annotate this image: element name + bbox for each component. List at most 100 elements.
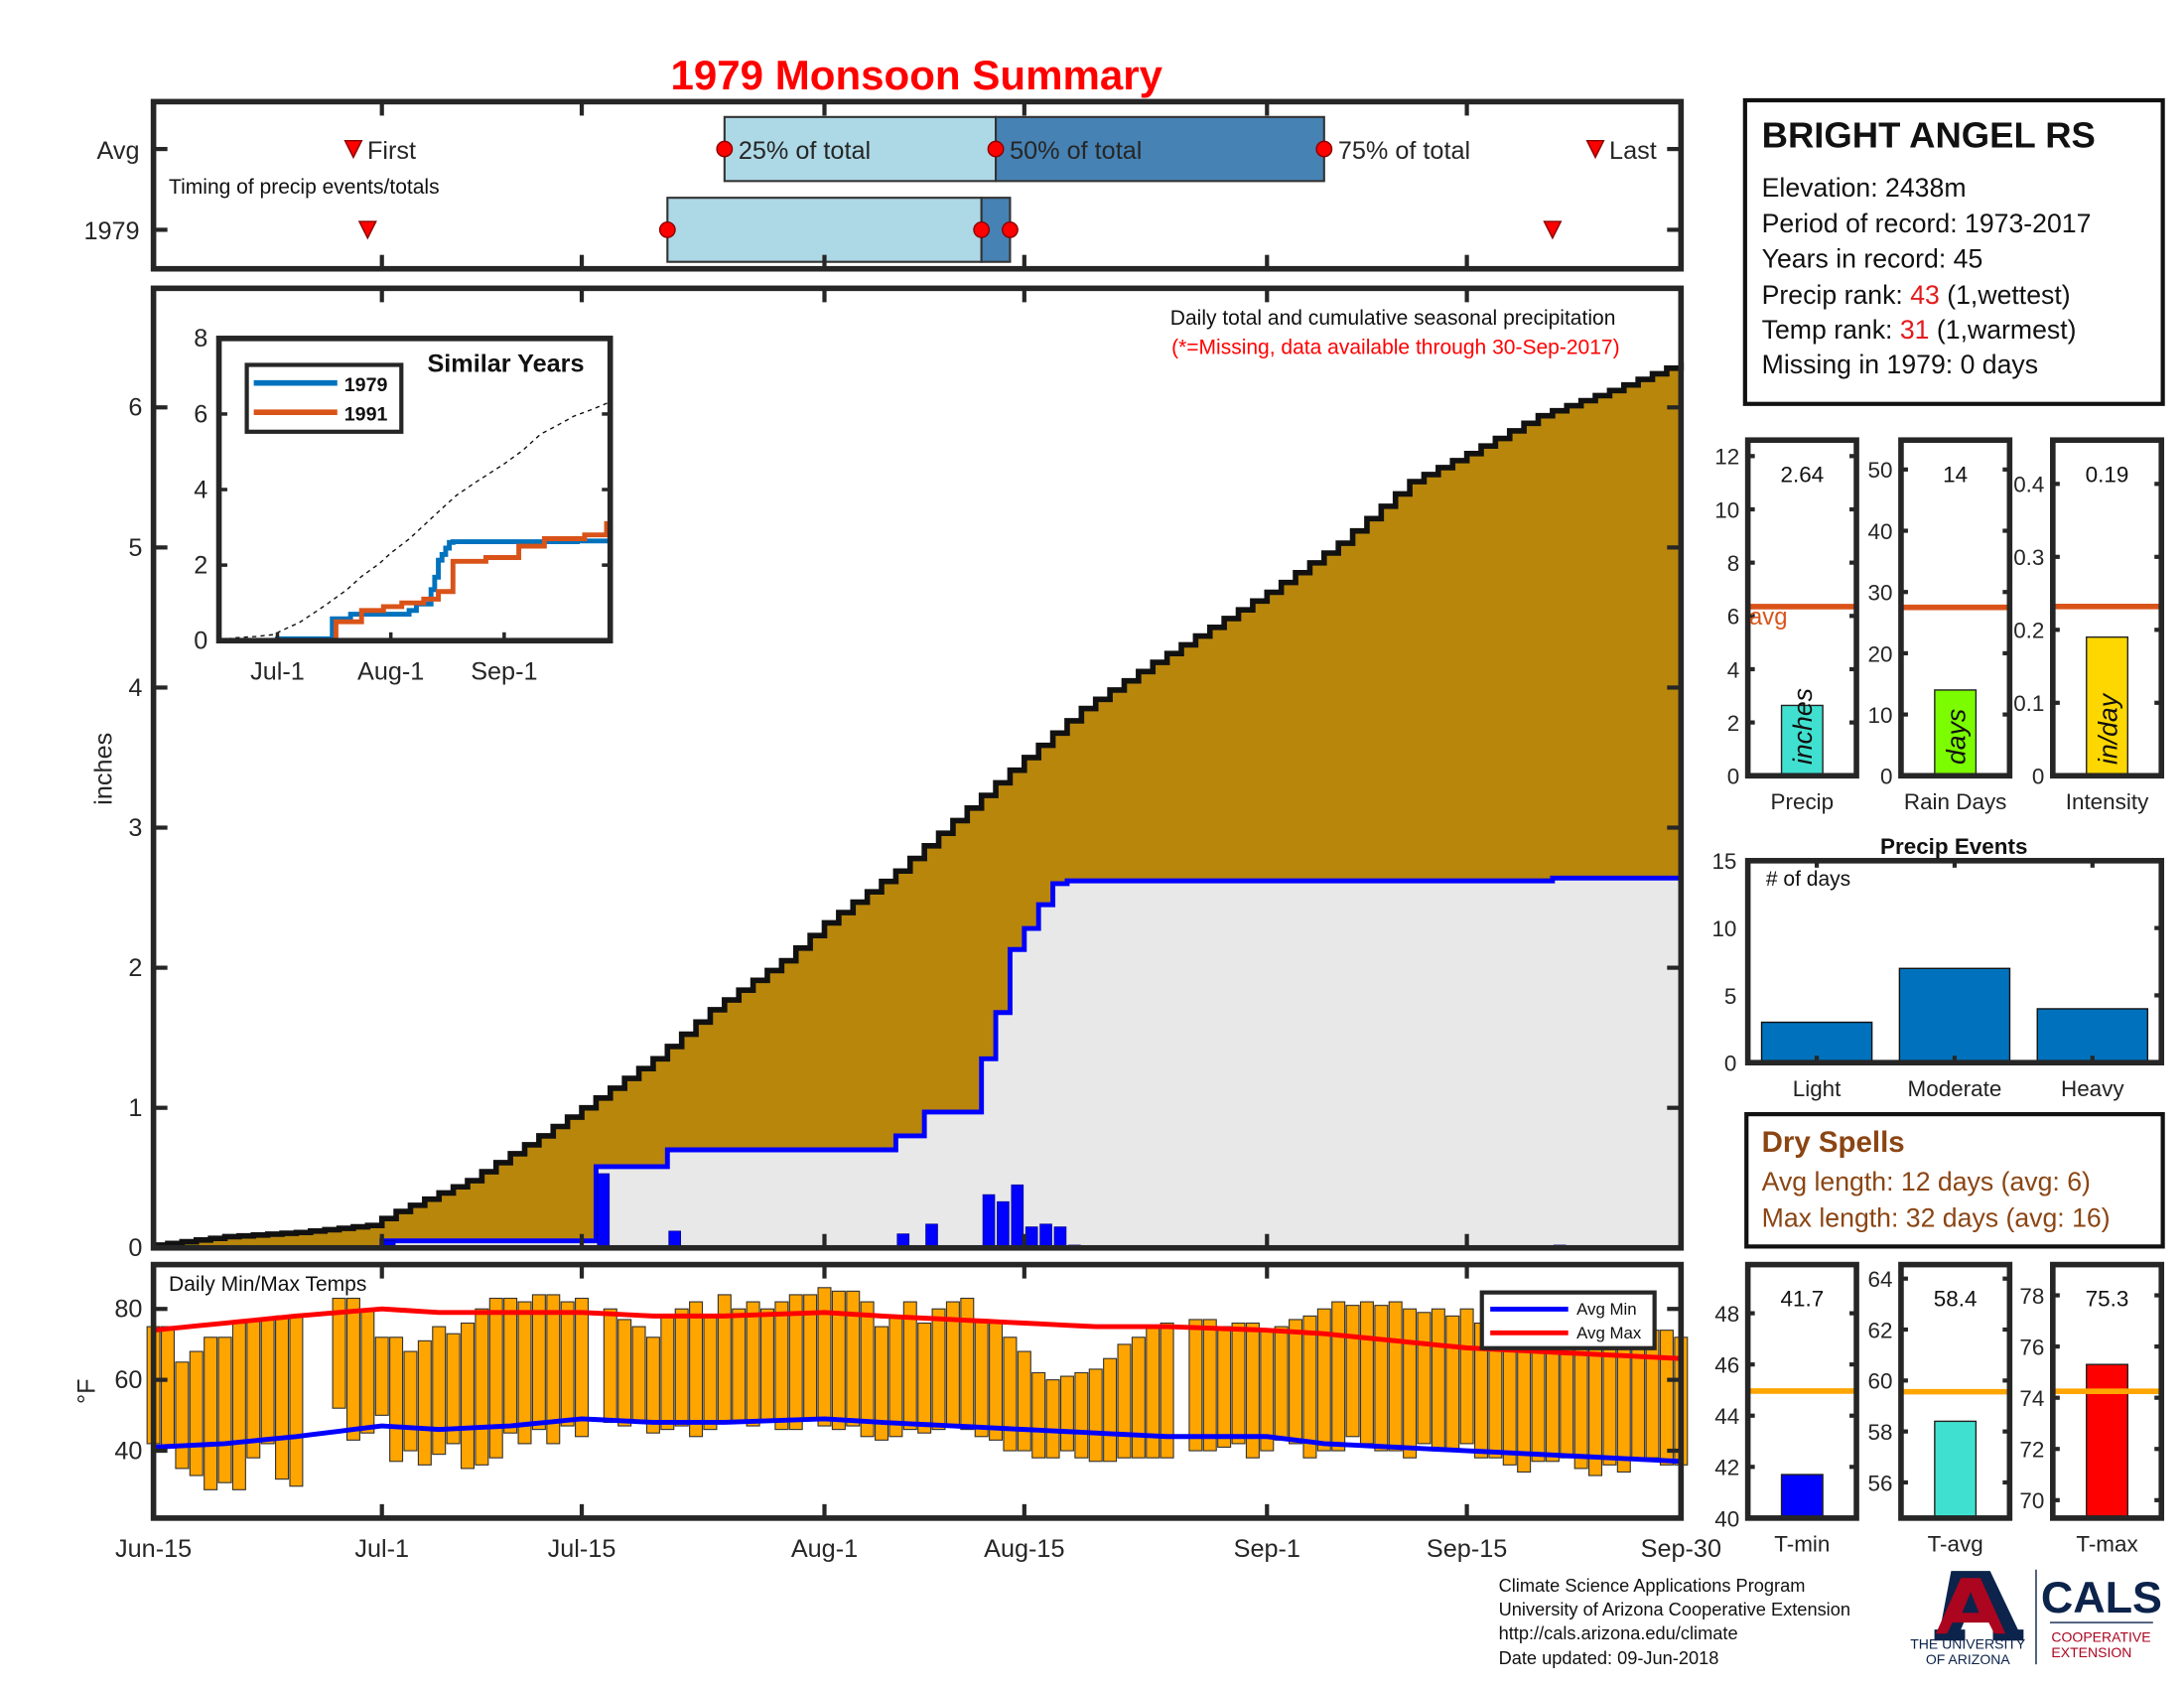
avg-25-50-box xyxy=(723,115,998,183)
timing-label-p25: 25% of total xyxy=(739,137,871,165)
daily-temp-bar xyxy=(1017,1350,1031,1452)
events-y-tick-label: 0 xyxy=(1724,1052,1736,1076)
intensity-unit-label: in/day xyxy=(2093,692,2122,765)
daily-temp-bar xyxy=(1003,1336,1018,1452)
daily-temp-bar xyxy=(560,1301,575,1427)
tmax-y-tick-label: 76 xyxy=(2019,1336,2044,1360)
events-y-tick-label: 15 xyxy=(1711,849,1736,874)
main-title: Daily total and cumulative seasonal prec… xyxy=(1170,307,1616,330)
daily-temp-bar xyxy=(774,1301,789,1431)
temp-rank-value: 31 xyxy=(1900,315,1930,345)
first-marker-icon xyxy=(357,220,377,240)
inset-x-tick-label: Jul-1 xyxy=(250,657,305,685)
daily-precip-bar xyxy=(1053,1226,1067,1249)
timing-note: Timing of precip events/totals xyxy=(169,176,440,199)
events-category-label: Heavy xyxy=(2061,1076,2124,1101)
daily-precip-bar xyxy=(997,1200,1010,1249)
daily-temp-bar xyxy=(160,1326,176,1449)
intensity-bar xyxy=(2086,635,2129,776)
cals-wordmark: CALS xyxy=(2041,1572,2162,1622)
daily-temp-bar xyxy=(703,1315,718,1431)
daily-temp-bar xyxy=(175,1361,190,1470)
inset-y-tick-label: 0 xyxy=(194,628,207,655)
main-ylabel: inches xyxy=(90,733,118,805)
temp-rank-label: Temp rank: xyxy=(1762,315,1900,345)
footer-credits: Climate Science Applications Program Uni… xyxy=(1499,1575,1850,1668)
daily-temp-bar xyxy=(759,1308,774,1424)
temp-rank-note: (1,warmest) xyxy=(1929,315,2076,345)
precip-unit-label: inches xyxy=(1788,688,1818,765)
tavg-value-label: 58.4 xyxy=(1934,1287,1978,1312)
tavg-bar xyxy=(1934,1420,1978,1519)
tmin-y-tick-label: 42 xyxy=(1714,1456,1739,1480)
station-temp-rank: Temp rank: 31 (1,warmest) xyxy=(1762,315,2077,345)
raindays-category-label: Rain Days xyxy=(1904,789,2007,814)
avg-max-line xyxy=(153,1306,1682,1361)
percentile-marker-icon xyxy=(716,140,734,158)
x-tick-label: Sep-30 xyxy=(1641,1535,1721,1563)
daily-temp-bar xyxy=(1502,1343,1517,1466)
daily-temp-bar xyxy=(475,1308,489,1466)
cals-sub: COOPERATIVE xyxy=(2051,1629,2150,1645)
intensity-axes xyxy=(2050,437,2165,779)
x-tick-label: Jul-15 xyxy=(548,1535,616,1563)
station-years: Years in record: 45 xyxy=(1762,243,1983,273)
y-tick-label: 3 xyxy=(128,814,142,842)
daily-temp-bar xyxy=(1359,1301,1374,1445)
daily-temp-bar xyxy=(1403,1308,1418,1459)
raindays-bar xyxy=(1934,689,1978,776)
precip-y-tick-label: 2 xyxy=(1727,711,1739,736)
daily-temp-bar xyxy=(503,1297,518,1434)
temp-y-tick-label: 60 xyxy=(114,1366,142,1394)
daily-temp-bar xyxy=(389,1336,404,1463)
station-missing: Missing in 1979: 0 days xyxy=(1762,350,2038,379)
inset-y-tick-label: 4 xyxy=(194,476,207,503)
temp-y-tick-label: 80 xyxy=(114,1296,142,1324)
tavg-axes xyxy=(1898,1261,2013,1521)
precip-y-tick-label: 8 xyxy=(1727,551,1739,576)
tmin-category-label: T-min xyxy=(1774,1532,1830,1557)
daily-temp-bar xyxy=(1659,1330,1674,1466)
tmax-y-tick-label: 74 xyxy=(2019,1386,2044,1411)
daily-temp-bar xyxy=(460,1322,476,1470)
daily-temp-bar xyxy=(960,1297,975,1431)
precip-rank-label: Precip rank: xyxy=(1762,280,1911,310)
daily-temp-bar xyxy=(617,1319,632,1427)
avg-50-75-box xyxy=(995,115,1325,183)
y-tick-label: 2 xyxy=(128,954,142,982)
daily-temp-bar xyxy=(1188,1319,1203,1452)
timing-label-p50: 50% of total xyxy=(1010,137,1142,165)
station-precip-rank: Precip rank: 43 (1,wettest) xyxy=(1762,280,2071,310)
precip-bar xyxy=(1780,704,1824,776)
daily-temp-bar xyxy=(902,1301,917,1431)
tmax-category-label: T-max xyxy=(2076,1532,2137,1557)
events-category-label: Light xyxy=(1793,1076,1842,1101)
intensity-y-tick-label: 0.3 xyxy=(2013,545,2044,570)
x-tick-label: Sep-1 xyxy=(1234,1535,1300,1563)
intensity-category-label: Intensity xyxy=(2066,789,2149,814)
y-tick-label: 6 xyxy=(128,394,142,422)
precip-avg-label: avg xyxy=(1749,604,1787,631)
inset-legend: 1979 1991 xyxy=(244,362,404,434)
daily-temp-bar xyxy=(260,1319,275,1445)
tavg-category-label: T-avg xyxy=(1928,1532,1983,1557)
precip-rank-note: (1,wettest) xyxy=(1940,280,2071,310)
tmin-axes xyxy=(1744,1261,1859,1521)
tmax-value-label: 75.3 xyxy=(2086,1287,2129,1312)
daily-temp-bar xyxy=(360,1308,375,1434)
tmin-bar xyxy=(1780,1474,1824,1519)
tavg-y-tick-label: 56 xyxy=(1868,1471,1893,1495)
precip-y-tick-label: 10 xyxy=(1714,497,1739,522)
daily-temp-bar xyxy=(1260,1330,1275,1452)
inset-title: Similar Years xyxy=(427,351,584,378)
raindays-unit-label: days xyxy=(1941,709,1971,765)
ua-wordmark: THE UNIVERSITY xyxy=(1910,1636,2026,1652)
daily-precip-bar xyxy=(1011,1184,1024,1249)
tavg-y-tick-label: 62 xyxy=(1868,1318,1893,1342)
temps-title: Daily Min/Max Temps xyxy=(169,1273,366,1296)
year-cumulative-line xyxy=(153,875,1682,1251)
events-bar-heavy xyxy=(2036,1008,2149,1063)
year-25-50-box xyxy=(666,197,983,263)
ua-wordmark: OF ARIZONA xyxy=(1926,1651,2011,1667)
daily-temp-bar xyxy=(1302,1315,1317,1459)
